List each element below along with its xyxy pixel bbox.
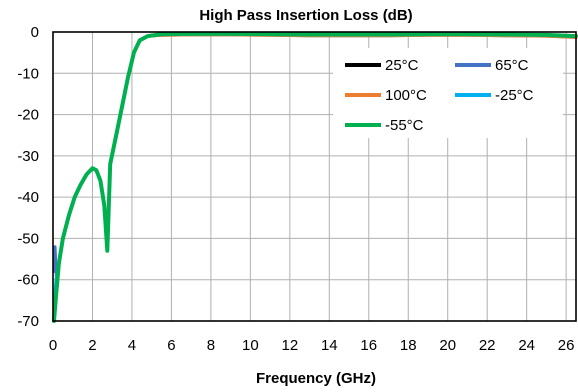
plot-area-border bbox=[52, 31, 577, 322]
legend-label: 100°C bbox=[385, 87, 427, 104]
x-tick-label: 0 bbox=[49, 337, 57, 354]
y-axis-ticks: 0 -10 -20 -30 -40 -50 -60 -70 bbox=[17, 24, 39, 330]
y-tick-label: -20 bbox=[17, 107, 39, 124]
x-tick-label: 18 bbox=[400, 337, 417, 354]
x-tick-label: 20 bbox=[439, 337, 456, 354]
chart-title: High Pass Insertion Loss (dB) bbox=[199, 7, 412, 24]
x-tick-label: 2 bbox=[88, 337, 96, 354]
legend-label: -25°C bbox=[495, 87, 534, 104]
y-tick-label: -40 bbox=[17, 189, 39, 206]
series-line-5 bbox=[52, 31, 578, 323]
y-tick-label: -30 bbox=[17, 148, 39, 165]
x-tick-label: 4 bbox=[128, 337, 136, 354]
x-axis-label: Frequency (GHz) bbox=[256, 370, 376, 387]
x-axis-ticks: 0 2 4 6 8 10 12 14 16 18 20 22 24 26 bbox=[49, 337, 575, 354]
x-tick-label: 22 bbox=[479, 337, 496, 354]
legend-label: 65°C bbox=[495, 57, 529, 74]
x-tick-label: 16 bbox=[360, 337, 377, 354]
y-tick-label: 0 bbox=[31, 24, 39, 41]
x-tick-label: 8 bbox=[207, 337, 215, 354]
x-tick-label: 10 bbox=[242, 337, 259, 354]
x-tick-label: 26 bbox=[558, 337, 575, 354]
x-tick-label: 24 bbox=[518, 337, 535, 354]
legend-label: 25°C bbox=[385, 57, 419, 74]
y-tick-label: -10 bbox=[17, 65, 39, 82]
y-tick-label: -60 bbox=[17, 272, 39, 289]
legend-label: -55°C bbox=[385, 117, 424, 134]
y-tick-label: -50 bbox=[17, 230, 39, 247]
series-lines bbox=[52, 31, 578, 323]
y-tick-label: -70 bbox=[17, 313, 39, 330]
x-tick-label: 14 bbox=[321, 337, 338, 354]
x-tick-label: 12 bbox=[281, 337, 298, 354]
x-tick-label: 6 bbox=[167, 337, 175, 354]
legend: 25°C 65°C 100°C -25°C -55°C bbox=[333, 48, 563, 138]
